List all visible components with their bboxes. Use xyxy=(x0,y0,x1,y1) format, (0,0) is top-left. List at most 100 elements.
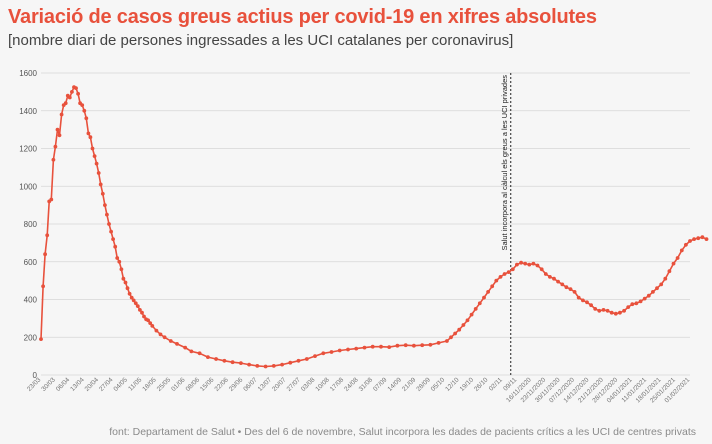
data-point xyxy=(535,263,540,268)
data-point xyxy=(523,261,528,266)
data-point xyxy=(131,298,136,303)
data-point xyxy=(45,233,50,238)
x-tick-label: 07/09 xyxy=(372,376,389,393)
data-point xyxy=(618,310,622,315)
data-point xyxy=(230,360,235,365)
data-point xyxy=(168,339,173,343)
data-point xyxy=(465,318,470,323)
data-point xyxy=(138,308,142,312)
x-tick-label: 28/09 xyxy=(415,376,432,393)
data-point xyxy=(337,348,342,353)
data-point xyxy=(133,301,138,306)
data-point xyxy=(271,364,276,368)
data-point xyxy=(67,95,72,100)
data-point xyxy=(539,267,544,272)
data-point xyxy=(129,295,134,300)
data-point xyxy=(420,343,425,348)
y-tick-label: 800 xyxy=(24,220,38,229)
data-point xyxy=(288,360,293,365)
data-point xyxy=(263,364,268,369)
data-point xyxy=(247,362,252,367)
data-point xyxy=(57,133,62,138)
x-tick-label: 21/09 xyxy=(401,376,418,393)
x-tick-label: 04/05 xyxy=(112,376,129,393)
data-point xyxy=(613,311,618,316)
data-point xyxy=(642,296,647,301)
y-tick-label: 0 xyxy=(33,371,38,380)
data-point xyxy=(142,314,146,319)
data-point xyxy=(105,212,109,217)
data-point xyxy=(135,304,140,308)
chart-title: Variació de casos greus actius per covid… xyxy=(8,6,597,28)
data-point xyxy=(403,343,408,348)
data-point xyxy=(531,261,536,266)
y-tick-label: 1600 xyxy=(19,69,37,78)
x-tick-label: 17/08 xyxy=(329,376,346,393)
data-point xyxy=(296,358,301,363)
data-point xyxy=(92,154,97,159)
data-point xyxy=(80,103,85,107)
x-tick-label: 20/07 xyxy=(271,376,288,393)
data-point xyxy=(490,284,495,289)
data-point xyxy=(502,272,507,276)
x-tick-label: 27/07 xyxy=(286,376,303,393)
x-axis-ticks: 23/0330/0306/0413/0420/0427/0404/0511/05… xyxy=(26,376,692,404)
chart-subtitle: [nombre diari de persones ingressades a … xyxy=(8,32,514,49)
data-point xyxy=(597,308,602,313)
x-tick-label: 15/06 xyxy=(199,376,216,393)
data-point xyxy=(527,262,532,267)
data-point xyxy=(379,344,383,349)
data-point xyxy=(189,349,194,354)
data-point xyxy=(667,269,672,274)
data-point xyxy=(675,256,680,260)
grid-lines xyxy=(41,72,690,376)
x-tick-label: 31/08 xyxy=(358,376,375,393)
data-point xyxy=(630,302,635,307)
data-point xyxy=(568,287,573,291)
data-point xyxy=(183,345,188,350)
data-point xyxy=(354,346,359,351)
data-point xyxy=(548,275,552,279)
data-point xyxy=(589,303,593,308)
annotation-text: Salut incorpora al càlcul els greus a le… xyxy=(500,75,509,251)
data-point xyxy=(626,305,631,309)
x-tick-label: 24/08 xyxy=(343,376,360,393)
data-point xyxy=(146,318,151,323)
x-tick-label: 20/04 xyxy=(84,376,101,393)
data-point xyxy=(461,323,466,327)
data-point xyxy=(638,299,643,304)
data-point xyxy=(477,301,482,306)
data-point xyxy=(51,157,56,162)
data-point xyxy=(469,312,474,317)
data-point xyxy=(70,90,74,94)
y-tick-label: 200 xyxy=(24,333,38,342)
x-tick-label: 06/07 xyxy=(242,376,259,393)
data-point xyxy=(704,237,709,242)
x-tick-label: 13/07 xyxy=(257,376,274,393)
x-tick-label: 13/04 xyxy=(69,376,86,393)
data-point xyxy=(121,276,126,281)
data-point xyxy=(43,252,47,257)
data-point xyxy=(150,324,155,328)
y-axis-ticks: 0 200 400 600 800 1000 1200 1400 1600 xyxy=(19,69,37,380)
data-point xyxy=(82,108,87,113)
data-point xyxy=(329,350,334,354)
data-point xyxy=(684,242,688,247)
x-tick-label: 02/11 xyxy=(488,376,504,392)
data-point xyxy=(692,237,696,242)
data-point xyxy=(445,339,449,343)
y-tick-label: 600 xyxy=(24,258,38,267)
data-point xyxy=(679,248,684,253)
data-point xyxy=(696,236,701,241)
source-footnote: font: Departament de Salut • Des del 6 d… xyxy=(109,426,696,438)
data-point xyxy=(119,267,124,272)
data-point xyxy=(581,298,585,303)
y-tick-label: 1000 xyxy=(19,182,37,191)
data-point xyxy=(239,361,243,365)
y-tick-label: 400 xyxy=(24,296,38,305)
data-point xyxy=(255,364,260,368)
data-point xyxy=(162,335,167,340)
y-tick-label: 1200 xyxy=(19,145,37,154)
x-tick-label: 22/06 xyxy=(213,376,230,393)
data-point xyxy=(506,270,511,274)
